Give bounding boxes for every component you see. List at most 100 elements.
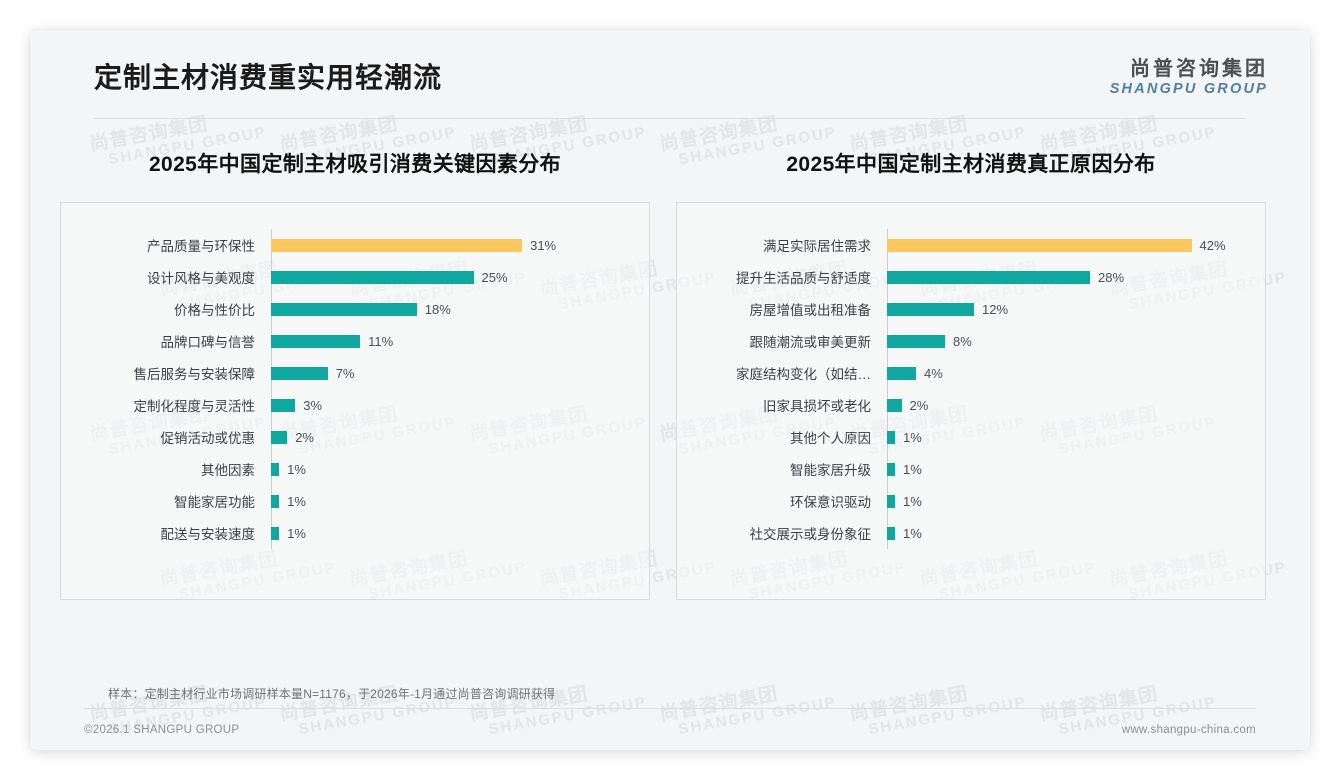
chart-value-label: 1% bbox=[287, 493, 306, 509]
chart-category-label: 满足实际居住需求 bbox=[763, 239, 871, 254]
chart-bar-row[interactable]: 家庭结构变化（如结… 4% bbox=[687, 357, 1249, 389]
chart-category-label: 设计风格与美观度 bbox=[147, 271, 255, 286]
chart-bar-area: 1% bbox=[887, 485, 1249, 517]
chart-rows: 产品质量与环保性 31% 设计风格与美观度 25% 价格与性价比 18% 品牌口碑与信誉 11… bbox=[71, 229, 633, 549]
chart-value-label: 1% bbox=[903, 429, 922, 445]
chart-bar-row[interactable]: 其他因素 1% bbox=[71, 453, 633, 485]
chart-bar-area: 2% bbox=[271, 421, 633, 453]
chart-bar[interactable] bbox=[271, 494, 280, 508]
chart-bar-row[interactable]: 配送与安装速度 1% bbox=[71, 517, 633, 549]
chart-value-label: 2% bbox=[909, 397, 929, 413]
chart-bar-row[interactable]: 跟随潮流或审美更新 8% bbox=[687, 325, 1249, 357]
chart-value-label: 12% bbox=[982, 301, 1009, 317]
charts-container: 2025年中国定制主材吸引消费关键因素分布 产品质量与环保性 31% 设计风格与美观度… bbox=[30, 148, 1310, 600]
chart-value-label: 1% bbox=[287, 461, 306, 477]
slide-canvas: 尚普咨询集团 SHANGPU GROUP 尚普咨询集团 SHANGPU GROUP 尚普… bbox=[30, 30, 1310, 750]
chart-bar-row[interactable]: 促销活动或优惠 2% bbox=[71, 421, 633, 453]
chart-value-label: 7% bbox=[335, 365, 355, 381]
chart-bar-row[interactable]: 售后服务与安装保障 7% bbox=[71, 357, 633, 389]
chart-axis-line bbox=[887, 229, 888, 549]
chart-bar-area: 7% bbox=[271, 357, 633, 389]
chart-bar[interactable] bbox=[887, 526, 895, 540]
chart-bar[interactable] bbox=[271, 238, 523, 252]
chart-bar[interactable] bbox=[271, 366, 328, 380]
chart-bar-area: 2% bbox=[887, 389, 1249, 421]
chart-value-label: 1% bbox=[903, 493, 922, 509]
chart-value-label: 1% bbox=[903, 461, 922, 477]
slide-footer: ©2026.1 SHANGPU GROUP www.shangpu-china.… bbox=[30, 716, 1310, 750]
chart-value-label: 2% bbox=[295, 429, 314, 445]
chart-bar[interactable] bbox=[271, 462, 280, 476]
logo-english-text: SHANGPU GROUP bbox=[1109, 81, 1268, 97]
chart-category-label: 定制化程度与灵活性 bbox=[133, 399, 256, 414]
chart-bar-row[interactable]: 智能家居升级 1% bbox=[687, 453, 1249, 485]
chart-category-label: 环保意识驱动 bbox=[790, 495, 871, 510]
footer-website-url: www.shangpu-china.com bbox=[1121, 724, 1256, 736]
chart-category-label: 品牌口碑与信誉 bbox=[160, 335, 256, 350]
chart-bar[interactable] bbox=[271, 398, 296, 412]
chart-bar[interactable] bbox=[271, 526, 280, 540]
chart-value-label: 25% bbox=[481, 269, 508, 285]
chart-category-label: 社交展示或身份象征 bbox=[749, 527, 872, 542]
chart-block-2: 2025年中国定制主材消费真正原因分布满足实际居住需求 42% 提升生活品质与舒适度… bbox=[676, 148, 1266, 600]
chart-bar[interactable] bbox=[271, 302, 417, 316]
chart-bar-row[interactable]: 定制化程度与灵活性 3% bbox=[71, 389, 633, 421]
chart-bar-area: 8% bbox=[887, 325, 1249, 357]
chart-value-label: 1% bbox=[287, 525, 306, 541]
chart-bar[interactable] bbox=[887, 462, 895, 476]
chart-value-label: 28% bbox=[1098, 269, 1125, 285]
chart-bar-row[interactable]: 智能家居功能 1% bbox=[71, 485, 633, 517]
chart-bar-area: 1% bbox=[887, 421, 1249, 453]
chart-bar[interactable] bbox=[887, 398, 902, 412]
chart-bar[interactable] bbox=[887, 302, 974, 316]
chart-category-label: 产品质量与环保性 bbox=[147, 239, 255, 254]
chart-bar[interactable] bbox=[887, 270, 1090, 284]
chart-card: 满足实际居住需求 42% 提升生活品质与舒适度 28% 房屋增值或出租准备 12% 跟随潮流… bbox=[676, 202, 1266, 600]
chart-bar[interactable] bbox=[887, 430, 895, 444]
chart-bar-row[interactable]: 品牌口碑与信誉 11% bbox=[71, 325, 633, 357]
chart-value-label: 42% bbox=[1199, 237, 1226, 253]
chart-bar-row[interactable]: 产品质量与环保性 31% bbox=[71, 229, 633, 261]
chart-rows: 满足实际居住需求 42% 提升生活品质与舒适度 28% 房屋增值或出租准备 12% 跟随潮流… bbox=[687, 229, 1249, 549]
chart-bar[interactable] bbox=[887, 494, 895, 508]
chart-bar[interactable] bbox=[887, 366, 916, 380]
chart-bar-row[interactable]: 社交展示或身份象征 1% bbox=[687, 517, 1249, 549]
chart-bar-area: 1% bbox=[271, 453, 633, 485]
chart-bar-row[interactable]: 提升生活品质与舒适度 28% bbox=[687, 261, 1249, 293]
brand-logo: 尚普咨询集团 SHANGPU GROUP bbox=[1110, 58, 1268, 98]
chart-bar[interactable] bbox=[271, 430, 288, 444]
footer-divider bbox=[84, 708, 1256, 709]
chart-value-label: 4% bbox=[924, 365, 943, 381]
chart-bar-area: 31% bbox=[271, 229, 633, 261]
chart-bar[interactable] bbox=[271, 334, 361, 348]
chart-bar-area: 1% bbox=[271, 485, 633, 517]
chart-category-label: 智能家居升级 bbox=[790, 463, 871, 478]
chart-bar-area: 1% bbox=[887, 453, 1249, 485]
chart-value-label: 11% bbox=[368, 333, 394, 349]
chart-category-label: 跟随潮流或审美更新 bbox=[749, 335, 872, 350]
chart-block-1: 2025年中国定制主材吸引消费关键因素分布 产品质量与环保性 31% 设计风格与美观度… bbox=[60, 148, 650, 600]
chart-category-label: 旧家具损坏或老化 bbox=[763, 399, 871, 414]
chart-bar-area: 11% bbox=[271, 325, 633, 357]
header-divider bbox=[94, 118, 1246, 119]
chart-category-label: 配送与安装速度 bbox=[160, 527, 256, 542]
chart-bar-area: 28% bbox=[887, 261, 1249, 293]
chart-axis-line bbox=[271, 229, 272, 549]
logo-chinese-text: 尚普咨询集团 bbox=[1130, 58, 1268, 80]
chart-title: 2025年中国定制主材消费真正原因分布 bbox=[786, 153, 1156, 176]
chart-bar[interactable] bbox=[887, 238, 1192, 252]
chart-category-label: 其他因素 bbox=[201, 463, 255, 478]
chart-bar-area: 3% bbox=[271, 389, 633, 421]
chart-bar-row[interactable]: 旧家具损坏或老化 2% bbox=[687, 389, 1249, 421]
chart-bar-row[interactable]: 房屋增值或出租准备 12% bbox=[687, 293, 1249, 325]
chart-bar-row[interactable]: 价格与性价比 18% bbox=[71, 293, 633, 325]
chart-category-label: 房屋增值或出租准备 bbox=[749, 303, 872, 318]
chart-value-label: 1% bbox=[903, 525, 922, 541]
chart-bar-row[interactable]: 设计风格与美观度 25% bbox=[71, 261, 633, 293]
chart-bar-row[interactable]: 环保意识驱动 1% bbox=[687, 485, 1249, 517]
chart-bar-row[interactable]: 满足实际居住需求 42% bbox=[687, 229, 1249, 261]
chart-category-label: 价格与性价比 bbox=[174, 303, 255, 318]
chart-bar[interactable] bbox=[271, 270, 474, 284]
chart-bar[interactable] bbox=[887, 334, 945, 348]
chart-bar-row[interactable]: 其他个人原因 1% bbox=[687, 421, 1249, 453]
